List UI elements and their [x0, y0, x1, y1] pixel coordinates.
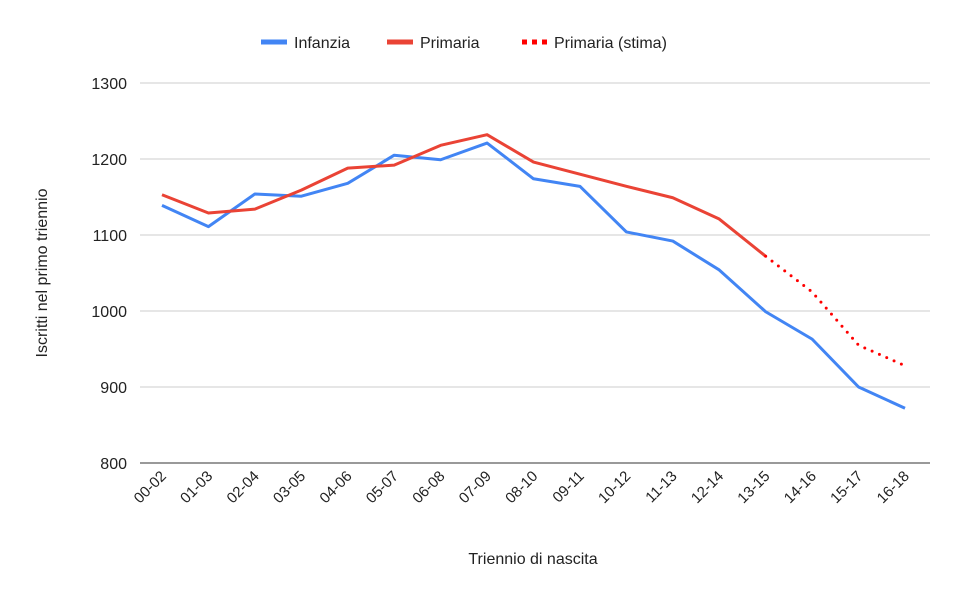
x-tick-label: 08-10	[502, 468, 541, 507]
x-tick-label: 15-17	[827, 468, 866, 507]
x-tick-label: 07-09	[456, 468, 495, 507]
legend-label: Primaria	[420, 35, 480, 52]
y-tick-label: 900	[100, 380, 127, 397]
x-tick-label: 09-11	[549, 468, 587, 506]
x-tick-label: 16-18	[874, 468, 913, 507]
legend-label: Primaria (stima)	[554, 35, 667, 52]
series-lines	[161, 133, 907, 410]
x-tick-label: 12-14	[688, 468, 727, 507]
x-tick-label: 11-13	[642, 468, 680, 506]
y-tick-label: 800	[100, 456, 127, 473]
x-tick-label: 01-03	[177, 468, 216, 507]
x-axis-ticks: 00-02 01-03 02-04 03-05 04-06 05-07 06-08 07-09…	[131, 468, 913, 507]
gridlines	[140, 82, 930, 464]
x-tick-label: 04-06	[316, 468, 355, 507]
x-tick-label: 02-04	[224, 468, 263, 507]
x-tick-label: 00-02	[131, 468, 170, 507]
x-tick-label: 10-12	[595, 468, 634, 507]
x-tick-label: 03-05	[270, 468, 309, 507]
y-tick-label: 1200	[91, 152, 127, 169]
y-axis-label: Iscritti nel primo triennio	[34, 188, 51, 357]
y-tick-label: 1100	[93, 228, 128, 245]
x-axis-label: Triennio di nascita	[468, 551, 597, 568]
y-tick-label: 1300	[91, 76, 127, 93]
x-tick-label: 06-08	[409, 468, 448, 507]
series-line-infanzia	[161, 141, 906, 410]
y-tick-label: 1000	[91, 304, 127, 321]
x-tick-label: 13-15	[734, 468, 773, 507]
y-axis-ticks: 800 900 1000 1100 1200 1300	[91, 76, 127, 473]
series-line-primaria	[161, 133, 767, 258]
x-tick-label: 05-07	[363, 468, 402, 507]
legend: Infanzia Primaria Primaria (stima)	[261, 35, 667, 52]
x-tick-label: 14-16	[781, 468, 820, 507]
legend-label: Infanzia	[294, 35, 350, 52]
